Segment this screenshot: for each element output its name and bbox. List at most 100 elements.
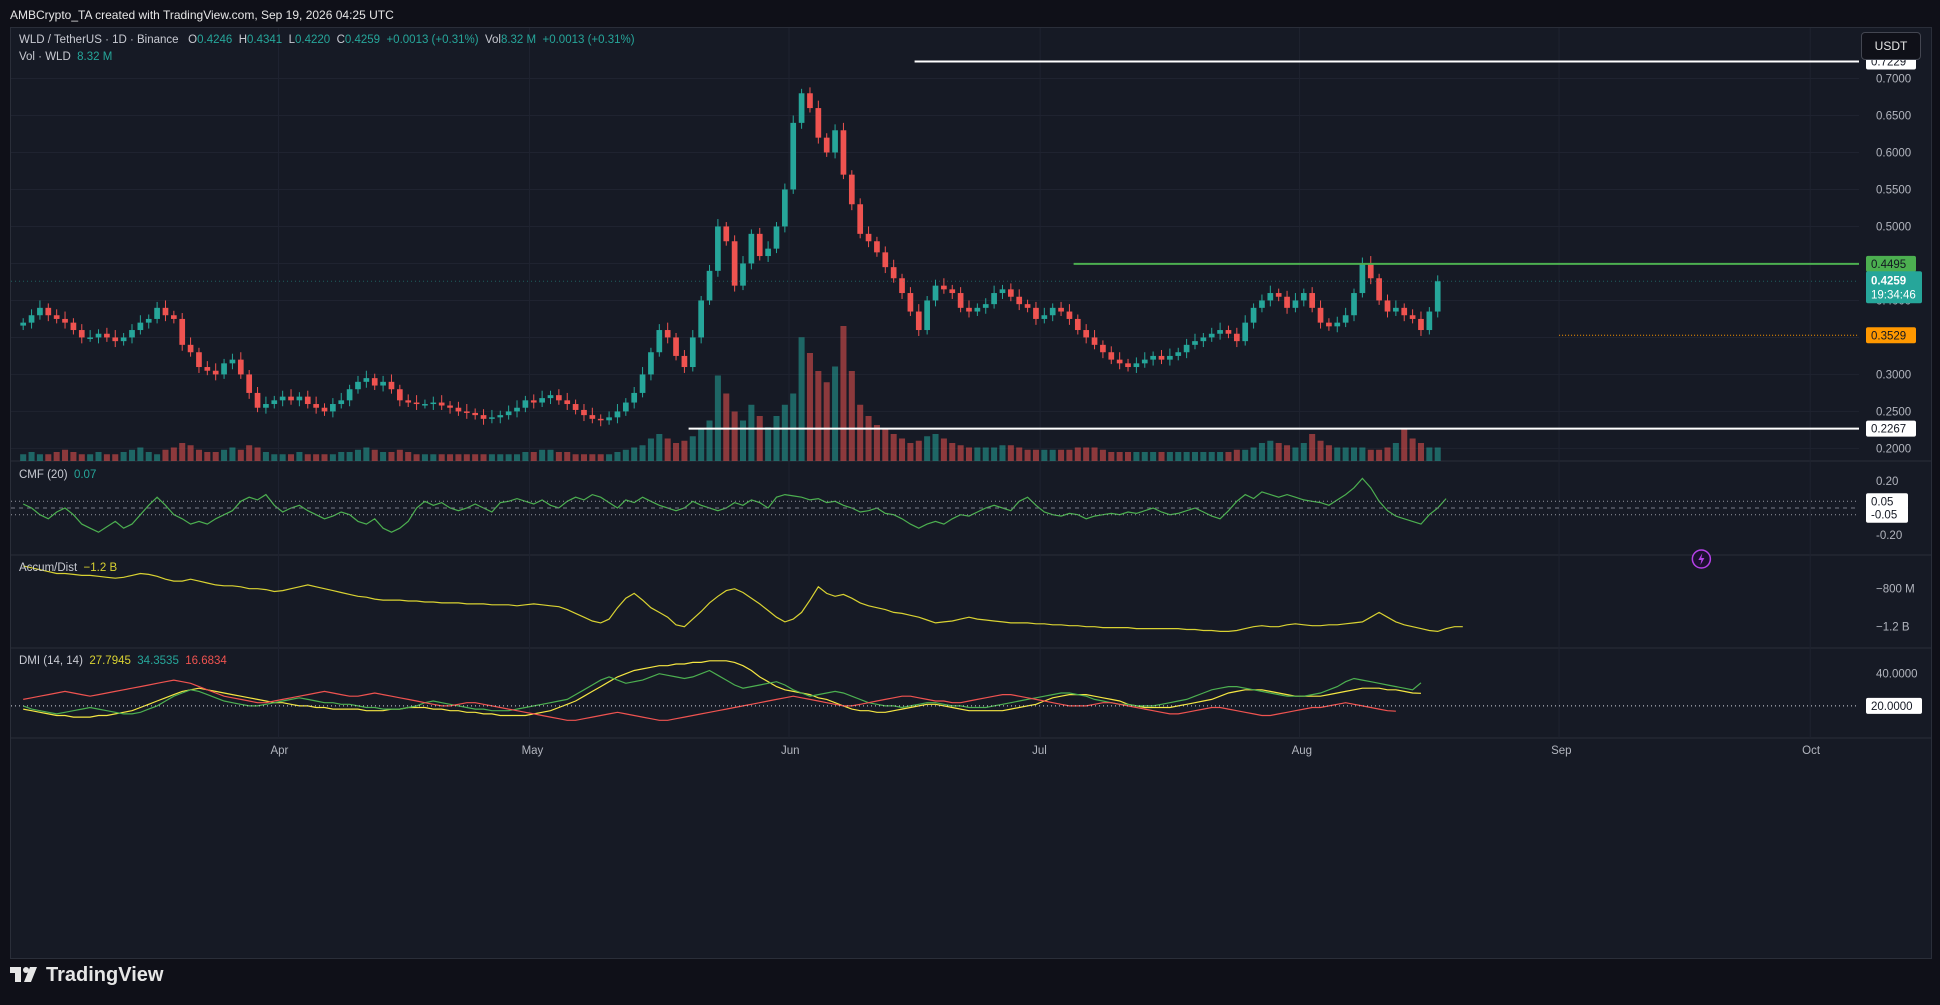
- candle-body: [1267, 293, 1274, 301]
- volume-bar: [480, 454, 487, 461]
- candle-body: [581, 409, 587, 416]
- horizontal-level-label-box: [1866, 327, 1916, 344]
- candle-body: [112, 337, 119, 342]
- dmi-legend[interactable]: DMI (14, 14) 27.7945 34.3535 16.6834: [19, 655, 227, 667]
- candle-body: [1016, 296, 1023, 305]
- volume-bar: [555, 452, 562, 461]
- candle-body: [355, 381, 361, 390]
- candle-body: [254, 392, 261, 408]
- symbol-title[interactable]: WLD / TetherUS · 1D · Binance: [19, 34, 179, 46]
- ad-axis-tick-label: −800 M: [1876, 584, 1915, 596]
- x-axis-tick-label: Oct: [1802, 745, 1821, 757]
- high-label: H: [238, 34, 248, 46]
- candle-body: [271, 400, 278, 405]
- candle-body: [304, 396, 311, 405]
- volume-bar: [1116, 452, 1123, 461]
- candle-body: [949, 289, 956, 294]
- volume-bar: [162, 449, 169, 461]
- chart-frame[interactable]: Apr May Jun Jul Aug Sep Oct 0.7000 0.6500 0.6000 0…: [10, 27, 1932, 959]
- volume-bar: [78, 454, 85, 461]
- volume-bar: [313, 454, 320, 461]
- volume-bar: [530, 452, 537, 461]
- volume-bar: [463, 454, 470, 461]
- candle-body: [715, 226, 721, 271]
- volume-bar: [647, 438, 654, 461]
- volume-bar: [899, 438, 906, 461]
- candle-body: [522, 400, 529, 408]
- candle-body: [422, 404, 428, 406]
- close-value: 0.4259: [344, 34, 381, 46]
- candle-body: [1409, 315, 1416, 319]
- x-axis-tick-label: Apr: [270, 745, 288, 757]
- candle-body: [957, 293, 964, 308]
- candle-body: [154, 307, 160, 319]
- candle-body: [823, 137, 830, 153]
- volume-bar: [28, 452, 35, 461]
- candle-body: [999, 289, 1006, 294]
- volume-bar: [221, 449, 228, 461]
- candle-body: [1401, 307, 1408, 316]
- cmf-level-label-text: 0.05: [1871, 496, 1893, 508]
- candle-body: [196, 352, 202, 368]
- candle-body: [1359, 263, 1366, 294]
- candle-body: [455, 407, 462, 412]
- volume-bar: [1066, 449, 1073, 461]
- candle-body: [597, 418, 604, 421]
- volume-bar: [304, 454, 311, 461]
- candle-body: [229, 359, 236, 364]
- candle-body: [1100, 344, 1106, 353]
- x-axis-tick-label: Sep: [1551, 745, 1571, 757]
- candle-body: [731, 241, 738, 286]
- candle-body: [1300, 293, 1307, 301]
- volume-bar: [1158, 452, 1165, 461]
- volume-bar: [329, 454, 336, 461]
- volume-bar: [1367, 449, 1374, 461]
- price-chart-canvas[interactable]: Apr May Jun Jul Aug Sep Oct 0.7000 0.6500 0.6000 0…: [11, 28, 1931, 958]
- volume-bar: [1016, 447, 1023, 461]
- volume-legend-value: 8.32 M: [77, 51, 113, 63]
- volume-bar: [338, 452, 345, 461]
- dmi-legend-label: DMI (14, 14): [19, 655, 83, 667]
- candle-body: [1074, 318, 1081, 331]
- volume-bar: [1041, 449, 1048, 461]
- volume-bar: [1392, 443, 1399, 461]
- candle-body: [37, 307, 43, 316]
- volume-bar: [246, 445, 253, 461]
- candle-body: [1125, 363, 1131, 368]
- candle-body: [1292, 300, 1299, 308]
- chart-credit: AMBCrypto_TA created with TradingView.co…: [10, 8, 394, 22]
- candle-body: [974, 307, 981, 312]
- volume-legend[interactable]: Vol · WLD 8.32 M: [19, 51, 112, 63]
- ad-legend[interactable]: Accum/Dist −1.2 B: [19, 562, 117, 574]
- horizontal-level-label-text: 0.2267: [1871, 424, 1906, 436]
- cmf-level-label: 0.05: [1866, 493, 1908, 510]
- candle-body: [1317, 307, 1324, 323]
- volume-bar: [321, 454, 328, 461]
- candle-body: [614, 411, 621, 418]
- symbol-legend[interactable]: WLD / TetherUS · 1D · Binance O0.4246 H0…: [19, 34, 635, 46]
- candle-body: [179, 318, 186, 345]
- cmf-axis-tick-label: -0.20: [1876, 530, 1902, 542]
- candle-body: [78, 330, 85, 338]
- volume-bar: [95, 452, 102, 461]
- volume-bar: [907, 443, 914, 461]
- volume-bar: [756, 416, 763, 461]
- candle-body: [1225, 330, 1232, 334]
- candle-body: [1108, 352, 1115, 360]
- volume-bar: [1007, 445, 1014, 461]
- volume-bar: [739, 420, 747, 461]
- tradingview-logo[interactable]: TradingView: [10, 962, 163, 988]
- volume-bar: [857, 404, 864, 461]
- volume-bar: [1417, 443, 1424, 461]
- candle-body: [1133, 363, 1140, 368]
- candle-body: [1150, 355, 1156, 360]
- volume-bar: [765, 427, 772, 461]
- cmf-line: [22, 477, 1447, 533]
- candle-body: [564, 400, 571, 405]
- x-axis-tick-label: Jun: [781, 745, 800, 757]
- candle-body: [1384, 300, 1391, 312]
- volume-bar: [1342, 447, 1349, 461]
- currency-button[interactable]: USDT: [1861, 32, 1921, 60]
- cmf-legend[interactable]: CMF (20) 0.07: [19, 469, 96, 481]
- volume-bar: [580, 454, 587, 461]
